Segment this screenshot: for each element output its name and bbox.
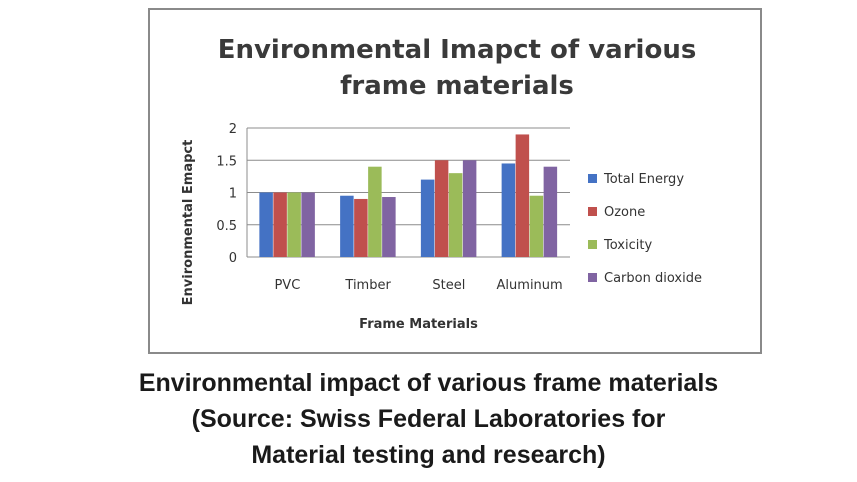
legend-label: Total Energy (603, 172, 684, 187)
legend-swatch (588, 174, 597, 183)
bar (354, 198, 368, 257)
bar (273, 192, 287, 257)
y-tick-label: 0.5 (216, 219, 237, 234)
chart-frame: Environmental Imapct of various frame ma… (148, 8, 762, 354)
caption-line-2: (Source: Swiss Federal Laboratories for (191, 405, 666, 433)
legend-label: Toxicity (603, 238, 652, 253)
bar (301, 192, 315, 257)
bar (368, 166, 382, 257)
x-tick-label: PVC (274, 278, 300, 293)
bar (462, 160, 477, 257)
bar (340, 195, 354, 257)
caption-line-1: Environmental impact of various frame ma… (138, 369, 719, 397)
x-tick-label: Timber (344, 278, 391, 293)
y-axis-title: Environmental Emapct (181, 140, 196, 306)
y-tick-label: 1 (229, 187, 237, 202)
bar (543, 166, 558, 257)
bar (501, 163, 516, 257)
bar (420, 179, 435, 257)
legend-swatch (588, 207, 597, 216)
x-axis-title: Frame Materials (359, 317, 478, 332)
y-tick-label: 1.5 (216, 154, 237, 169)
bar-chart: 0 0.5 1 1.5 2 PVC Timber Steel Aluminum Frame Mat… (181, 122, 702, 332)
x-tick-label: Aluminum (497, 278, 563, 293)
bar (382, 197, 396, 257)
x-tick-label: Steel (432, 278, 465, 293)
chart-title-line-1: Environmental Imapct of various (217, 35, 697, 65)
legend-label: Ozone (604, 205, 645, 220)
bar (287, 192, 301, 257)
bar (515, 134, 530, 257)
legend-label: Carbon dioxide (604, 271, 702, 286)
legend-swatch (588, 240, 597, 249)
y-tick-label: 0 (229, 251, 237, 266)
chart-title: Environmental Imapct of various frame ma… (150, 32, 764, 104)
figure-caption: Environmental impact of various frame ma… (0, 365, 857, 473)
bar (434, 160, 449, 257)
caption-line-3: Material testing and research) (251, 441, 606, 469)
y-tick-label: 2 (229, 122, 237, 137)
bar (529, 195, 544, 257)
legend-swatch (588, 273, 597, 282)
bar (259, 192, 273, 257)
chart-title-line-2: frame materials (340, 71, 574, 101)
bar (448, 173, 463, 257)
